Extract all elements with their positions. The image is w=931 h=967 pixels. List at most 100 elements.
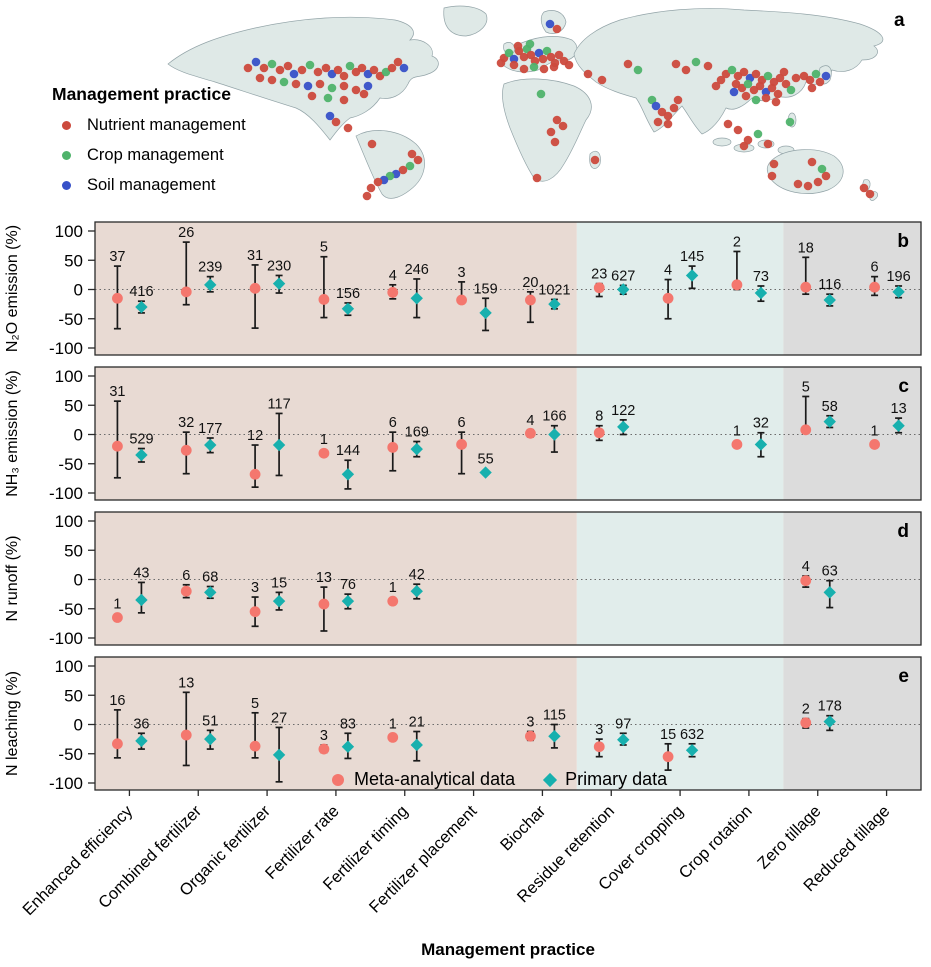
map-dot bbox=[398, 165, 408, 175]
n-label: 116 bbox=[818, 277, 841, 293]
n-label: 26 bbox=[178, 225, 194, 241]
map-dot bbox=[366, 183, 376, 193]
map-dot bbox=[519, 64, 529, 74]
map-dot bbox=[549, 62, 559, 72]
n-label: 37 bbox=[109, 249, 125, 265]
n-label: 196 bbox=[886, 269, 910, 285]
map-legend-item: Soil management bbox=[52, 176, 246, 195]
meta-point bbox=[387, 287, 399, 298]
n-label: 1 bbox=[871, 423, 879, 439]
map-dot bbox=[785, 117, 795, 127]
meta-point bbox=[525, 294, 536, 306]
meta-point bbox=[662, 751, 674, 763]
map-dot bbox=[275, 65, 285, 75]
map-dot bbox=[691, 57, 701, 67]
map-dot bbox=[821, 71, 831, 81]
group-band bbox=[576, 222, 784, 355]
map-dot bbox=[583, 69, 593, 79]
primary-point bbox=[754, 438, 768, 451]
map-dot bbox=[519, 52, 529, 62]
group-band bbox=[95, 657, 577, 790]
map-dot bbox=[545, 19, 555, 29]
map-dot bbox=[313, 67, 323, 77]
n-label: 1 bbox=[389, 580, 397, 596]
meta-point bbox=[593, 741, 605, 753]
map-dot bbox=[259, 63, 269, 73]
map-dot bbox=[405, 161, 415, 171]
group-band bbox=[576, 367, 784, 500]
primary-point bbox=[135, 734, 148, 748]
y-axis-title: N leaching (%) bbox=[4, 671, 21, 776]
primary-point bbox=[341, 594, 355, 608]
map-dot bbox=[805, 75, 815, 85]
map-legend-label: Crop management bbox=[87, 146, 224, 164]
group-band bbox=[95, 367, 577, 500]
map-dot bbox=[297, 65, 307, 75]
panel-label: d bbox=[897, 521, 909, 542]
panel-border bbox=[94, 511, 922, 646]
map-dot bbox=[325, 111, 335, 121]
map-dot bbox=[333, 65, 343, 75]
n-label: 115 bbox=[543, 708, 566, 724]
meta-point bbox=[249, 468, 261, 480]
y-tick-label: 50 bbox=[64, 396, 83, 415]
x-axis-title: Management practice bbox=[421, 940, 595, 959]
n-label: 4 bbox=[526, 413, 534, 429]
series-legend-label: Meta-analytical data bbox=[354, 769, 516, 789]
legend-dot-icon bbox=[62, 121, 71, 130]
map-dot bbox=[529, 62, 539, 72]
map-dot bbox=[367, 139, 377, 149]
n-label: 97 bbox=[615, 716, 631, 732]
y-axis-title: N runoff (%) bbox=[4, 536, 21, 622]
y-tick-label: -100 bbox=[49, 339, 83, 358]
n-label: 36 bbox=[133, 716, 149, 732]
meta-point bbox=[180, 585, 192, 597]
meta-point bbox=[869, 281, 880, 293]
meta-point bbox=[800, 281, 812, 293]
y-tick-label: -50 bbox=[58, 310, 83, 329]
map-dot bbox=[813, 177, 823, 187]
map-dot bbox=[558, 121, 568, 131]
primary-point bbox=[272, 594, 286, 608]
n-label: 13 bbox=[891, 401, 907, 417]
primary-point bbox=[272, 277, 286, 290]
legend-dot-icon bbox=[62, 181, 71, 190]
map-dot bbox=[387, 63, 397, 73]
y-tick-label: 50 bbox=[64, 686, 83, 705]
n-label: 145 bbox=[680, 249, 704, 265]
y-tick-label: -50 bbox=[58, 600, 83, 619]
map-dot bbox=[357, 63, 367, 73]
n-label: 16 bbox=[109, 693, 125, 709]
meta-point bbox=[525, 427, 536, 439]
group-band bbox=[95, 512, 577, 645]
meta-point bbox=[731, 279, 743, 291]
primary-point bbox=[823, 715, 836, 728]
meta-point bbox=[662, 292, 674, 304]
map-dot bbox=[597, 75, 607, 85]
map-dot bbox=[303, 81, 313, 91]
x-tick-label: Zero tillage bbox=[754, 802, 824, 872]
legend-dot-icon bbox=[62, 151, 71, 160]
panel-label: e bbox=[898, 666, 909, 687]
y-tick-label: 50 bbox=[64, 541, 83, 560]
n-label: 42 bbox=[409, 567, 425, 583]
meta-point bbox=[593, 427, 605, 439]
map-dot bbox=[821, 171, 831, 181]
n-label: 4 bbox=[389, 268, 397, 284]
map-dot bbox=[751, 95, 761, 105]
meta-point bbox=[800, 575, 812, 587]
n-label: 178 bbox=[818, 699, 842, 715]
continent-south-america bbox=[355, 130, 425, 199]
continent-north-america bbox=[167, 16, 439, 141]
n-label: 20 bbox=[522, 275, 538, 291]
n-label: 2 bbox=[802, 702, 810, 718]
map-dot bbox=[663, 119, 673, 129]
map-dot bbox=[343, 123, 353, 133]
region-indonesia-1 bbox=[712, 137, 732, 147]
map-dot bbox=[283, 61, 293, 71]
group-band bbox=[576, 512, 784, 645]
meta-point bbox=[387, 441, 399, 453]
n-label: 246 bbox=[405, 262, 429, 278]
